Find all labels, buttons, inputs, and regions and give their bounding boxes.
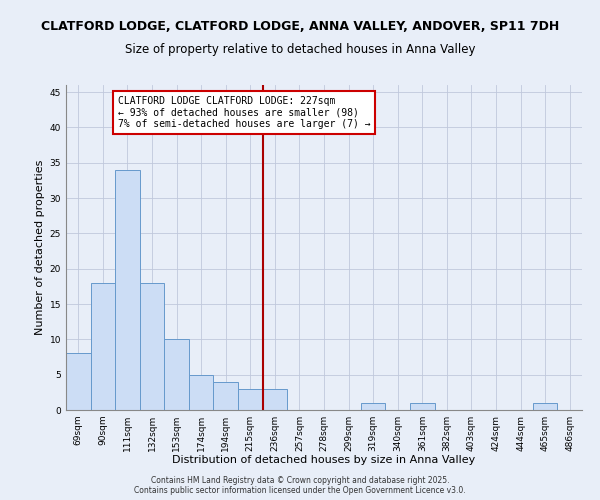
Bar — [115, 170, 140, 410]
Bar — [91, 283, 115, 410]
Text: Size of property relative to detached houses in Anna Valley: Size of property relative to detached ho… — [125, 42, 475, 56]
Text: Contains HM Land Registry data © Crown copyright and database right 2025.
Contai: Contains HM Land Registry data © Crown c… — [134, 476, 466, 495]
Y-axis label: Number of detached properties: Number of detached properties — [35, 160, 46, 335]
Bar — [263, 389, 287, 410]
Text: CLATFORD LODGE, CLATFORD LODGE, ANNA VALLEY, ANDOVER, SP11 7DH: CLATFORD LODGE, CLATFORD LODGE, ANNA VAL… — [41, 20, 559, 33]
Bar — [164, 340, 189, 410]
Bar — [140, 283, 164, 410]
X-axis label: Distribution of detached houses by size in Anna Valley: Distribution of detached houses by size … — [172, 456, 476, 466]
Bar — [238, 389, 263, 410]
Bar — [533, 403, 557, 410]
Text: CLATFORD LODGE CLATFORD LODGE: 227sqm
← 93% of detached houses are smaller (98)
: CLATFORD LODGE CLATFORD LODGE: 227sqm ← … — [118, 96, 370, 129]
Bar — [361, 403, 385, 410]
Bar — [189, 374, 214, 410]
Bar — [66, 354, 91, 410]
Bar — [214, 382, 238, 410]
Bar — [410, 403, 434, 410]
